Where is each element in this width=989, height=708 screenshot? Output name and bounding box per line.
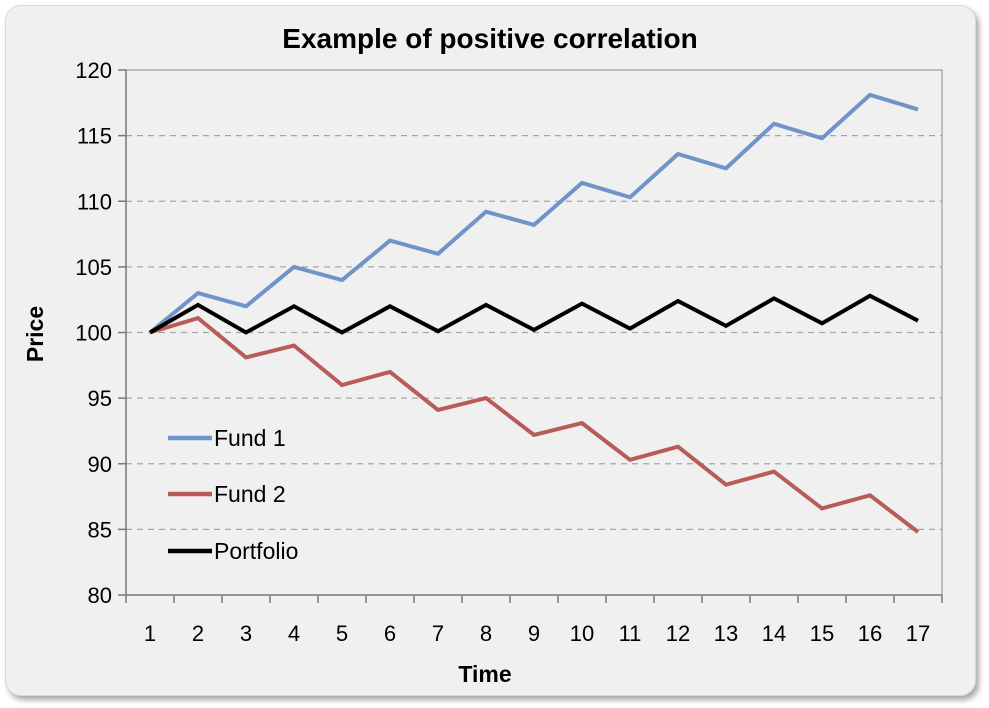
y-tick-label: 85: [88, 517, 112, 542]
series-line-3: [149, 293, 919, 335]
x-tick-label: 15: [810, 621, 834, 646]
y-tick-label: 90: [88, 452, 112, 477]
chart-title: Example of positive correlation: [282, 23, 697, 54]
legend-label: Portfolio: [214, 538, 298, 564]
x-tick-label: 16: [858, 621, 882, 646]
x-tick-label: 8: [480, 621, 492, 646]
x-tick-label: 17: [906, 621, 930, 646]
y-tick-label: 80: [88, 583, 112, 608]
legend: Fund 1 Fund 2 Portfolio: [168, 425, 298, 564]
series-line-1: [148, 92, 919, 335]
legend-label: Fund 1: [214, 425, 286, 451]
x-tick-label: 7: [432, 621, 444, 646]
x-tick-label: 14: [762, 621, 786, 646]
grid-lines: [126, 135, 942, 530]
x-tick-label: 11: [619, 621, 642, 646]
y-tick-label: 95: [88, 386, 112, 411]
axes: [118, 69, 943, 603]
y-tick-label: 100: [75, 321, 112, 346]
x-tick-label: 10: [570, 621, 594, 646]
series-line-2: [149, 315, 920, 534]
y-tick-label: 110: [77, 189, 112, 214]
x-tick-label: 9: [528, 621, 540, 646]
x-tick-label: 5: [336, 621, 348, 646]
x-tick-label: 4: [288, 621, 300, 646]
y-axis-title: Price: [22, 306, 48, 362]
legend-label: Fund 2: [214, 481, 286, 507]
x-tick-labels: 1 2 3 4 5 6 7 8 9 10 11 12 13 14 15 16 17: [144, 621, 930, 646]
series-lines: [148, 92, 920, 534]
x-tick-label: 12: [666, 621, 690, 646]
y-tick-label: 105: [75, 255, 112, 280]
x-tick-label: 1: [144, 621, 156, 646]
y-tick-label: 120: [75, 58, 112, 83]
x-tick-label: 6: [384, 621, 396, 646]
x-tick-label: 2: [192, 621, 204, 646]
y-tick-labels: 80 85 90 95 100 105 110 115 120: [75, 58, 112, 608]
x-axis-title: Time: [458, 661, 511, 687]
y-tick-label: 115: [77, 124, 112, 149]
x-tick-label: 3: [240, 621, 252, 646]
x-tick-label: 13: [714, 621, 738, 646]
chart-frame: [5, 5, 976, 696]
